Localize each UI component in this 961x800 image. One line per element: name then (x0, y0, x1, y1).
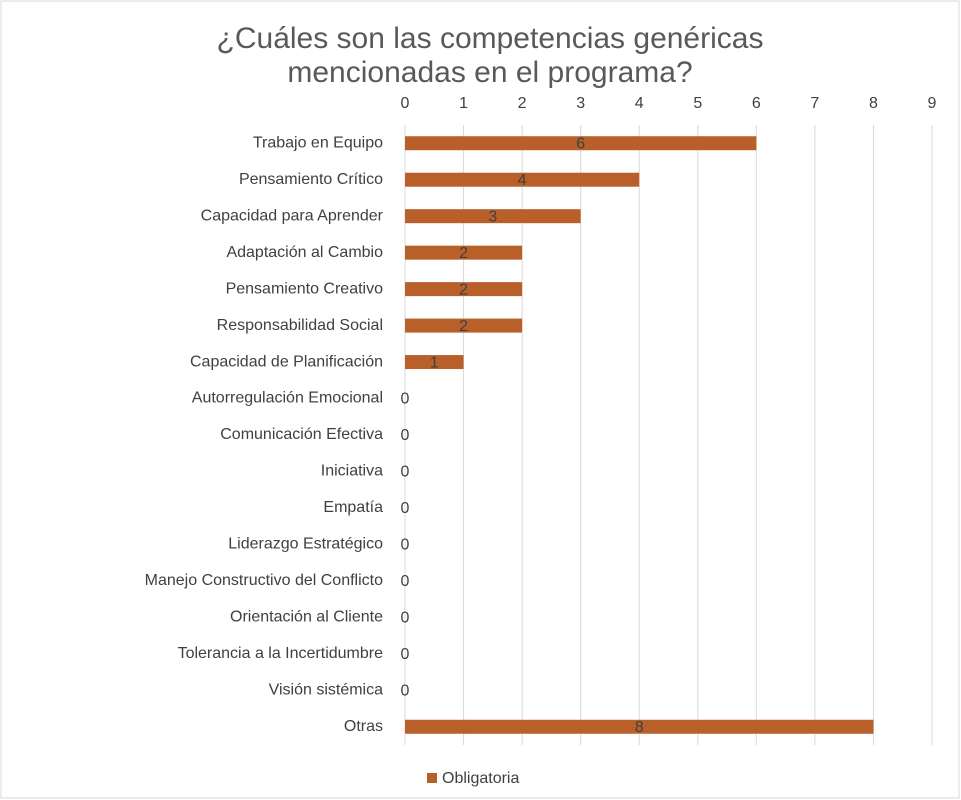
x-tick-label: 4 (635, 95, 644, 112)
data-label: 0 (401, 646, 410, 663)
x-tick-label: 5 (693, 95, 702, 112)
chart-title: ¿Cuáles son las competencias genéricas m… (216, 22, 764, 89)
y-tick-label: Autorregulación Emocional (192, 390, 383, 407)
data-label: 4 (518, 172, 527, 189)
y-tick-label: Comunicación Efectiva (220, 426, 383, 443)
data-label: 0 (401, 500, 410, 517)
y-tick-label: Visión sistémica (269, 682, 384, 699)
x-tick-label: 7 (810, 95, 819, 112)
y-tick-label: Otras (344, 718, 383, 735)
bar (405, 209, 581, 224)
data-label: 3 (488, 208, 497, 225)
bar (405, 282, 523, 297)
data-label: 0 (401, 427, 410, 444)
x-tick-label: 3 (576, 95, 585, 112)
data-label: 0 (401, 464, 410, 481)
data-label: 0 (401, 610, 410, 627)
data-label: 0 (401, 573, 410, 590)
legend-label: Obligatoria (442, 770, 519, 787)
data-label: 8 (635, 719, 644, 736)
legend-swatch (427, 773, 437, 783)
data-label: 2 (459, 281, 468, 298)
x-tick-label: 9 (928, 95, 937, 112)
bar (405, 318, 523, 333)
y-tick-label: Orientación al Cliente (230, 609, 383, 626)
bar (405, 136, 757, 151)
x-tick-label: 0 (401, 95, 410, 112)
bar (405, 172, 640, 187)
y-tick-label: Responsabilidad Social (217, 317, 383, 334)
y-tick-label: Liderazgo Estratégico (228, 536, 383, 553)
bar (405, 355, 464, 370)
data-label: 2 (459, 318, 468, 335)
data-label: 0 (401, 537, 410, 554)
data-label: 2 (459, 245, 468, 262)
data-label: 6 (576, 135, 585, 152)
y-tick-label: Pensamiento Creativo (226, 280, 384, 297)
y-tick-label: Pensamiento Crítico (239, 171, 383, 188)
y-tick-label: Empatía (323, 499, 383, 516)
y-tick-label: Tolerancia a la Incertidumbre (178, 645, 384, 662)
y-tick-label: Capacidad de Planificación (190, 353, 383, 370)
y-tick-label: Manejo Constructivo del Conflicto (145, 572, 383, 589)
y-tick-label: Trabajo en Equipo (253, 134, 383, 151)
data-label: 0 (401, 391, 410, 408)
bar (405, 719, 874, 734)
data-label: 0 (401, 683, 410, 700)
y-tick-label: Adaptación al Cambio (226, 244, 383, 261)
data-label: 1 (430, 354, 439, 371)
x-tick-label: 2 (518, 95, 527, 112)
x-tick-label: 6 (752, 95, 761, 112)
x-tick-label: 1 (459, 95, 468, 112)
y-tick-label: Iniciativa (321, 463, 383, 480)
x-tick-label: 8 (869, 95, 878, 112)
y-tick-label: Capacidad para Aprender (201, 207, 384, 224)
bar (405, 245, 523, 260)
